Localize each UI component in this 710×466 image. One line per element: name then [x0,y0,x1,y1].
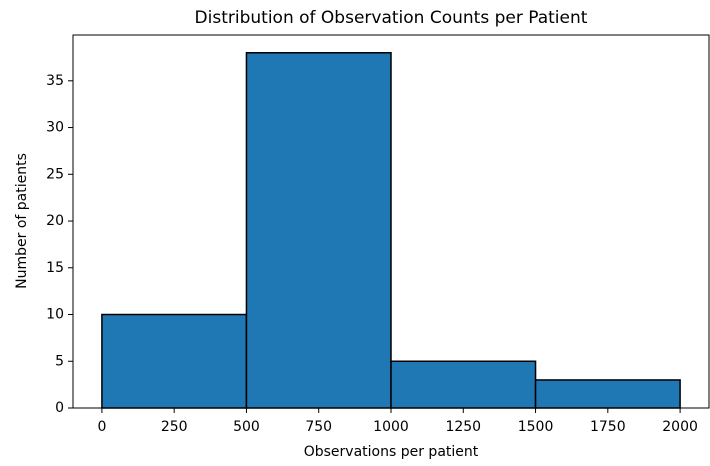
x-tick-label: 0 [97,419,106,435]
x-tick-label: 250 [161,419,188,435]
bar [534,379,681,409]
x-tick-label: 1250 [445,419,481,435]
plot-frame [72,34,710,409]
x-tick-label: 750 [305,419,332,435]
y-tick-label: 0 [55,400,64,416]
x-tick-label: 2000 [662,419,698,435]
bar [245,52,392,409]
chart-title: Distribution of Observation Counts per P… [195,8,588,28]
y-tick-label: 5 [55,353,64,369]
bar [101,313,248,409]
x-axis-label: Observations per patient [304,444,479,460]
y-tick-label: 20 [46,213,64,229]
y-tick-label: 30 [46,120,64,136]
x-tick-label: 1750 [590,419,626,435]
x-tick-label: 1500 [518,419,554,435]
bar [390,360,537,409]
y-axis-label: Number of patients [14,153,30,289]
y-tick-label: 15 [46,260,64,276]
y-tick-label: 35 [46,73,64,89]
x-tick-label: 500 [233,419,260,435]
y-tick-label: 25 [46,166,64,182]
y-tick-label: 10 [46,307,64,323]
x-tick-label: 1000 [373,419,409,435]
